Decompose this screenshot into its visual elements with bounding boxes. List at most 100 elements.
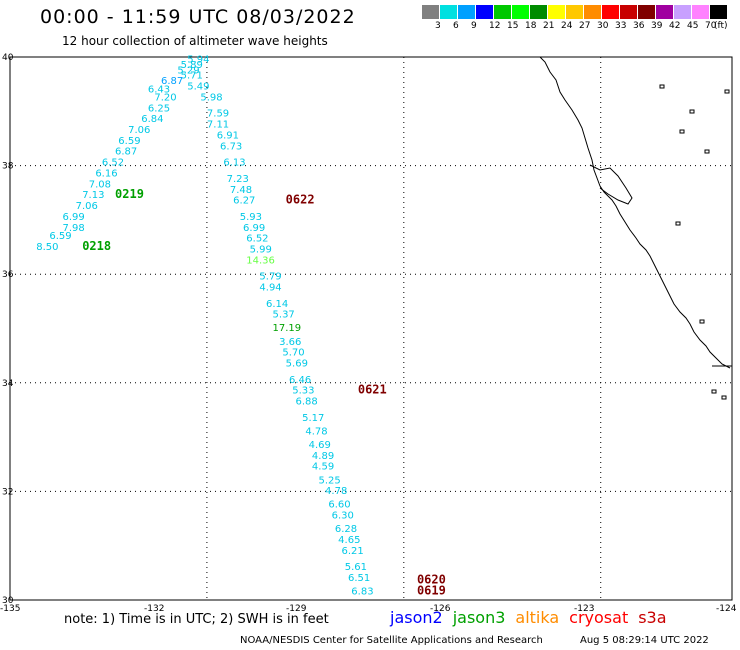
wave-height-value: 4.65 xyxy=(338,535,360,546)
wave-height-value: 6.99 xyxy=(243,223,265,234)
legend-swatch xyxy=(440,5,457,19)
time-label: 0622 xyxy=(286,193,315,207)
wave-height-value: 7.13 xyxy=(82,190,104,201)
wave-height-value: 3.66 xyxy=(279,337,301,348)
wave-height-value: 8.50 xyxy=(36,242,58,253)
page-title: 00:00 - 11:59 UTC 08/03/2022 xyxy=(40,6,356,28)
wave-height-value: 7.08 xyxy=(89,179,111,190)
legend-label: 27 xyxy=(579,21,591,31)
wave-height-value: 6.52 xyxy=(102,158,124,169)
wave-height-value: 6.21 xyxy=(341,546,363,557)
wave-height-value: 5.33 xyxy=(292,386,314,397)
x-tick-label: -129 xyxy=(286,604,307,614)
wave-height-value: 5.98 xyxy=(200,92,222,103)
wave-height-value: 6.83 xyxy=(351,587,373,598)
wave-height-value: 6.43 xyxy=(148,84,170,95)
wave-height-value: 7.59 xyxy=(207,109,229,120)
wave-height-value: 4.94 xyxy=(259,282,281,293)
wave-height-value: 5.25 xyxy=(318,475,340,486)
wave-height-value: 5.61 xyxy=(345,562,367,573)
legend-swatch xyxy=(512,5,529,19)
wave-height-value: 5.37 xyxy=(273,310,295,321)
wave-height-value: 6.84 xyxy=(141,114,163,125)
wave-height-value: 7.23 xyxy=(227,174,249,185)
wave-height-value: 6.87 xyxy=(115,147,137,158)
wave-height-value: 6.27 xyxy=(233,196,255,207)
legend-label: 15 xyxy=(507,21,519,31)
footer-note: note: 1) Time is in UTC; 2) SWH is in fe… xyxy=(64,612,329,627)
wave-height-value: 6.59 xyxy=(118,136,140,147)
wave-height-value: 6.52 xyxy=(246,234,268,245)
wave-height-value: 6.73 xyxy=(220,141,242,152)
legend-unit: (ft) xyxy=(714,21,728,31)
time-label: 0619 xyxy=(417,584,446,598)
legend-swatch xyxy=(638,5,655,19)
island xyxy=(711,389,717,394)
satellite-legend: jason2 jason3 altika cryosat s3a xyxy=(390,608,677,627)
legend-label: 18 xyxy=(525,21,537,31)
map-frame xyxy=(9,56,733,601)
wave-height-value: 6.30 xyxy=(332,511,354,522)
x-tick-label: -135 xyxy=(0,604,20,614)
legend-swatch xyxy=(530,5,547,19)
legend-swatch xyxy=(458,5,475,19)
wave-height-value: 6.25 xyxy=(148,103,170,114)
legend-label: 12 xyxy=(489,21,501,31)
credit-line: NOAA/NESDIS Center for Satellite Applica… xyxy=(240,635,543,646)
wave-height-value: 6.59 xyxy=(49,231,71,242)
legend-label: 6 xyxy=(453,21,459,31)
satellite-altika: altika xyxy=(515,608,560,627)
wave-height-value: 5.17 xyxy=(302,413,324,424)
wave-height-value: 6.13 xyxy=(223,158,245,169)
legend-label: 33 xyxy=(615,21,627,31)
satellite-cryosat: cryosat xyxy=(569,608,629,627)
coastline xyxy=(539,56,731,369)
wave-height-value: 7.20 xyxy=(154,92,176,103)
time-label: 0621 xyxy=(358,383,387,397)
y-tick-label: 40 xyxy=(2,53,14,63)
island xyxy=(724,89,730,94)
x-tick-label: -123 xyxy=(574,604,594,614)
wave-height-value: 5.69 xyxy=(286,359,308,370)
island xyxy=(679,129,685,134)
wave-height-value: 5.29 xyxy=(177,65,199,76)
wave-height-value: 4.59 xyxy=(312,462,334,473)
legend-swatch xyxy=(692,5,709,19)
wave-height-value: 7.48 xyxy=(230,185,252,196)
time-label: 0218 xyxy=(82,239,111,253)
wave-height-value: 5.94 xyxy=(187,54,209,65)
wave-height-value: 6.87 xyxy=(161,76,183,87)
page-subtitle: 12 hour collection of altimeter wave hei… xyxy=(62,34,328,48)
legend-label: 36 xyxy=(633,21,645,31)
coastline-bay xyxy=(589,164,633,205)
wave-height-value: 5.93 xyxy=(240,212,262,223)
wave-height-value: 7.98 xyxy=(63,223,85,234)
wave-height-value: 17.19 xyxy=(273,323,302,334)
legend-swatch xyxy=(620,5,637,19)
legend-swatch xyxy=(584,5,601,19)
legend-label: 39 xyxy=(651,21,663,31)
wave-height-value: 4.78 xyxy=(305,426,327,437)
wave-height-value: 6.91 xyxy=(217,130,239,141)
wave-height-value: 5.49 xyxy=(187,82,209,93)
time-label: 0620 xyxy=(417,573,446,587)
credit-timestamp: Aug 5 08:29:14 UTC 2022 xyxy=(580,635,709,646)
satellite-s3a: s3a xyxy=(638,608,667,627)
legend-label: 42 xyxy=(669,21,681,31)
wave-height-value: 6.99 xyxy=(63,212,85,223)
island xyxy=(675,221,681,226)
x-tick-label: -132 xyxy=(144,604,164,614)
island xyxy=(699,319,705,324)
wave-height-value: 6.88 xyxy=(296,397,318,408)
wave-height-value: 14.36 xyxy=(246,255,275,266)
island xyxy=(704,149,710,154)
time-label: 0219 xyxy=(115,187,144,201)
wave-height-value: 6.14 xyxy=(266,299,288,310)
y-tick-label: 30 xyxy=(2,596,14,606)
wave-height-value: 5.71 xyxy=(181,71,203,82)
island xyxy=(721,395,727,400)
x-tick-label: -124 xyxy=(716,604,737,614)
legend-swatch xyxy=(710,5,727,19)
x-tick-label: -126 xyxy=(430,604,451,614)
